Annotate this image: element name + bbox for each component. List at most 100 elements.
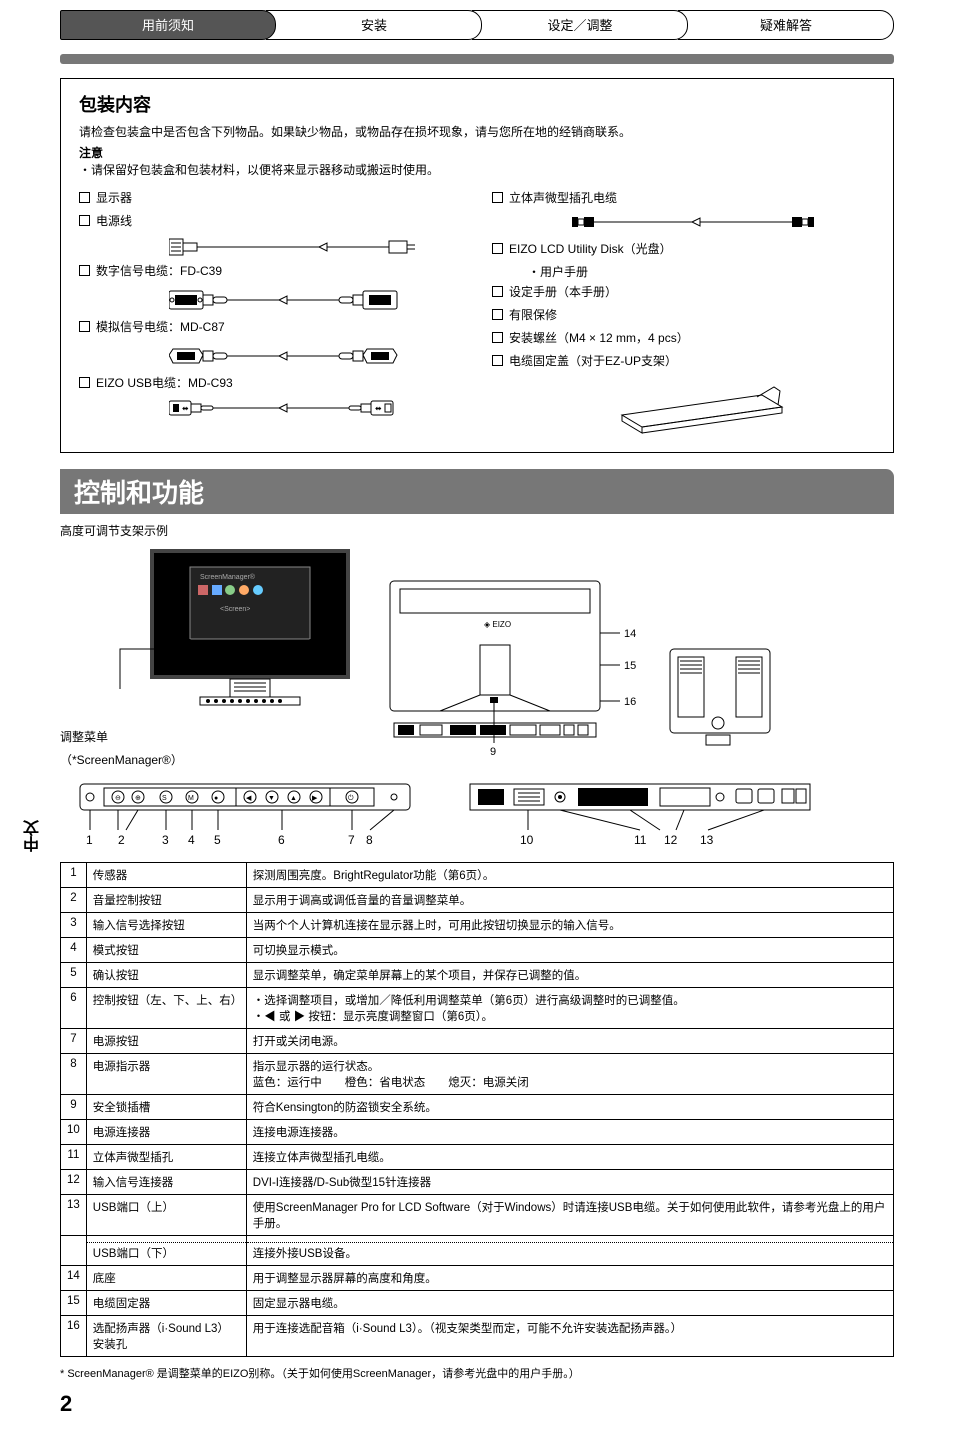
table-row: 10电源连接器连接电源连接器。 [61, 1120, 894, 1145]
row-name: USB端口（下） [86, 1236, 246, 1266]
packaging-left-col: 显示器 电源线 数字信号电缆：FD-C39 [79, 186, 462, 438]
pkg-item-monitor: 显示器 [79, 189, 462, 206]
svg-text:⬌: ⬌ [182, 404, 189, 413]
row-num: 11 [61, 1145, 87, 1170]
svg-text:◈ EIZO: ◈ EIZO [484, 620, 511, 629]
table-row: 4模式按钮可切换显示模式。 [61, 938, 894, 963]
tab-settings[interactable]: 设定／调整 [472, 10, 688, 40]
svg-text:4: 4 [188, 833, 195, 847]
adj-menu-label2: （*ScreenManager®） [60, 751, 360, 768]
row-name: 电源连接器 [86, 1120, 246, 1145]
row-num: 5 [61, 963, 87, 988]
svg-text:7: 7 [348, 833, 355, 847]
row-desc: 固定显示器电缆。 [246, 1291, 893, 1316]
power-cord-icon [169, 235, 419, 259]
controls-table: 1传感器探测周围亮度。BrightRegulator功能（第6页）。2音量控制按… [60, 862, 894, 1357]
pkg-item-md-c93: EIZO USB电缆：MD-C93 [79, 374, 462, 391]
pkg-item-label: 设定手册（本手册） [509, 285, 617, 299]
svg-text:15: 15 [624, 660, 636, 672]
svg-text:1: 1 [86, 833, 93, 847]
table-row: 16选配扬声器（i·Sound L3）安装孔用于连接选配音箱（i·Sound L… [61, 1316, 894, 1357]
svg-text:9: 9 [490, 746, 496, 758]
row-name: 模式按钮 [86, 938, 246, 963]
tab-troubleshoot[interactable]: 疑难解答 [678, 10, 894, 40]
pkg-item-label: EIZO USB电缆：MD-C93 [96, 376, 233, 390]
svg-text:5: 5 [214, 833, 221, 847]
row-desc: 用于连接选配音箱（i·Sound L3）。（视支架类型而定，可能不允许安装选配扬… [246, 1316, 893, 1357]
svg-text:▶: ▶ [312, 795, 318, 802]
row-desc: 连接外接USB设备。 [246, 1236, 893, 1266]
row-name: 传感器 [86, 863, 246, 888]
svg-text:⊕: ⊕ [135, 795, 141, 802]
pkg-item-cover: 电缆固定盖（对于EZ-UP支架） [492, 352, 875, 369]
front-buttons-diagram: ⊖ ⊕ S M ● ◀ ▼ ▲ ▶ ⏻ 1 2 3 4 5 6 7 8 [60, 780, 420, 850]
row-num: 16 [61, 1316, 87, 1357]
pkg-item-warranty: 有限保修 [492, 306, 875, 323]
row-name: 确认按钮 [86, 963, 246, 988]
adjustment-menu-diagram: ScreenManager® <Screen> [60, 549, 360, 719]
row-num [61, 1236, 87, 1266]
row-desc: 探测周围亮度。BrightRegulator功能（第6页）。 [246, 863, 893, 888]
row-desc: 连接电源连接器。 [246, 1120, 893, 1145]
svg-text:S: S [162, 795, 167, 802]
packaging-title: 包装内容 [79, 91, 875, 117]
usb-cable-icon: ⬌ ⬌ [169, 397, 419, 421]
table-row: 13USB端口（上）使用ScreenManager Pro for LCD So… [61, 1195, 894, 1236]
packaging-note-label: 注意 [79, 144, 875, 161]
packaging-right-col: 立体声微型插孔电缆 EIZO LCD Utility Disk（光盘） ・用户手… [492, 186, 875, 438]
vga-cable-icon [169, 341, 419, 371]
speaker-diagram [660, 645, 780, 765]
cable-cover-icon [612, 375, 792, 435]
pkg-item-label: 有限保修 [509, 308, 557, 322]
row-name: USB端口（上） [86, 1195, 246, 1236]
svg-text:⏻: ⏻ [348, 794, 354, 802]
svg-text:▲: ▲ [290, 795, 297, 802]
row-num: 7 [61, 1029, 87, 1054]
row-name: 电源指示器 [86, 1054, 246, 1095]
divider-bar [60, 54, 894, 64]
row-name: 控制按钮（左、下、上、右） [86, 988, 246, 1029]
svg-text:<Screen>: <Screen> [220, 606, 250, 613]
row-num: 14 [61, 1266, 87, 1291]
row-name: 输入信号连接器 [86, 1170, 246, 1195]
pkg-item-label: EIZO LCD Utility Disk（光盘） [509, 242, 672, 256]
adj-menu-label1: 调整菜单 [60, 728, 360, 745]
pkg-item-label: 数字信号电缆：FD-C39 [96, 264, 222, 278]
footnote: * ScreenManager® 是调整菜单的EIZO别称。（关于如何使用Scr… [60, 1365, 894, 1381]
section-title-controls: 控制和功能 [60, 469, 894, 514]
packaging-note: ・请保留好包装盒和包装材料，以便将来显示器移动或搬运时使用。 [79, 161, 875, 178]
row-name: 电缆固定器 [86, 1291, 246, 1316]
row-num: 9 [61, 1095, 87, 1120]
table-row: 2音量控制按钮显示用于调高或调低音量的音量调整菜单。 [61, 888, 894, 913]
svg-text:2: 2 [118, 833, 125, 847]
table-row: 7电源按钮打开或关闭电源。 [61, 1029, 894, 1054]
row-desc: 当两个个人计算机连接在显示器上时，可用此按钮切换显示的输入信号。 [246, 913, 893, 938]
pkg-item-screws: 安装螺丝（M4 × 12 mm，4 pcs） [492, 329, 875, 346]
top-tabs: 用前须知 安装 设定／调整 疑难解答 [60, 10, 894, 40]
pkg-item-label: 立体声微型插孔电缆 [509, 191, 617, 205]
row-num: 10 [61, 1120, 87, 1145]
rear-connectors-diagram: 10 11 12 13 [460, 780, 820, 850]
tab-precautions[interactable]: 用前须知 [60, 10, 276, 40]
row-desc: 指示显示器的运行状态。蓝色：运行中 橙色：省电状态 熄灭：电源关闭 [246, 1054, 893, 1095]
pkg-item-stereo: 立体声微型插孔电缆 [492, 189, 875, 206]
tab-install[interactable]: 安装 [266, 10, 482, 40]
svg-text:11: 11 [634, 833, 647, 847]
table-row: 5确认按钮显示调整菜单，确定菜单屏幕上的某个项目，并保存已调整的值。 [61, 963, 894, 988]
monitor-rear-diagram: ◈ EIZO 9 14 15 16 [380, 575, 640, 765]
pkg-sub-manual: ・用户手册 [528, 263, 875, 280]
row-desc: 符合Kensington的防盗锁安全系统。 [246, 1095, 893, 1120]
row-desc: 使用ScreenManager Pro for LCD Software（对于W… [246, 1195, 893, 1236]
side-language-label: 中文 [22, 820, 46, 852]
svg-text:12: 12 [664, 833, 678, 847]
packaging-intro: 请检查包装盒中是否包含下列物品。如果缺少物品，或物品存在损坏现象，请与您所在地的… [79, 123, 875, 140]
row-name: 电源按钮 [86, 1029, 246, 1054]
row-name: 输入信号选择按钮 [86, 913, 246, 938]
row-num: 1 [61, 863, 87, 888]
svg-text:16: 16 [624, 696, 636, 708]
svg-text:⬌: ⬌ [375, 404, 382, 413]
pkg-item-label: 显示器 [96, 191, 132, 205]
row-num: 3 [61, 913, 87, 938]
table-row: 3输入信号选择按钮当两个个人计算机连接在显示器上时，可用此按钮切换显示的输入信号… [61, 913, 894, 938]
stereo-cable-icon [572, 212, 832, 234]
